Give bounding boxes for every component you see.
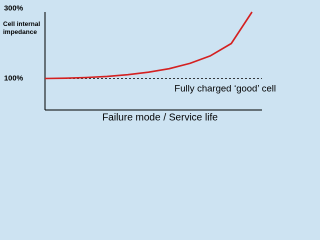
- x-axis-label: Failure mode / Service life: [102, 113, 218, 124]
- y-tick-label: 300%: [4, 3, 24, 12]
- y-tick-label: 100%: [4, 73, 24, 82]
- annotation: Fully charged ‘good’ cell: [174, 84, 276, 95]
- y-axis-label: Cell internal impedance: [3, 21, 41, 36]
- page: Failure mode / Service life Fully charge…: [0, 0, 278, 125]
- chart: Failure mode / Service life Fully charge…: [4, 3, 276, 124]
- line: [44, 11, 253, 80]
